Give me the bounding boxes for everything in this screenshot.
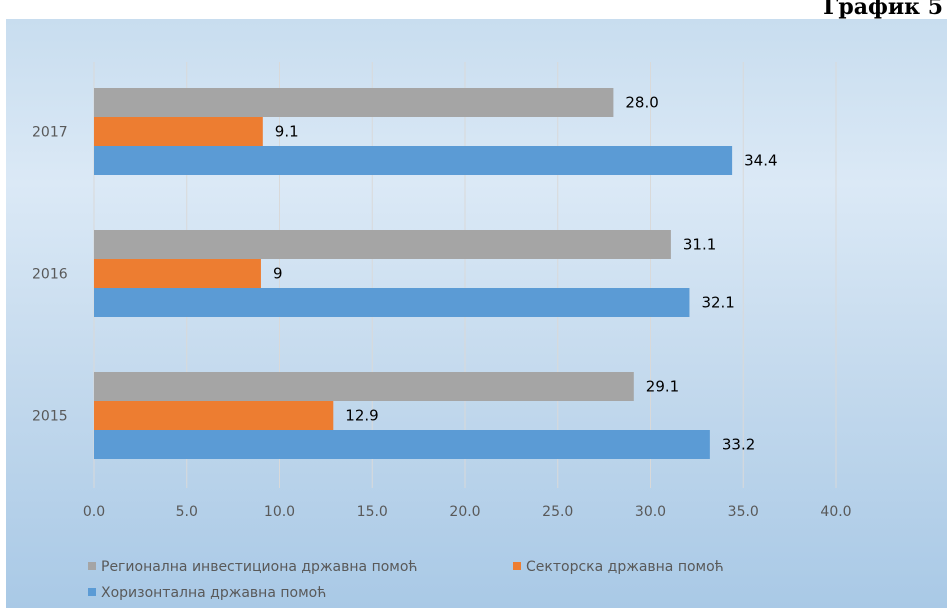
x-tick-label: 0.0 bbox=[83, 504, 105, 520]
legend-item-horizontal: Хоризонтална државна помоћ bbox=[88, 585, 326, 601]
bar-horizontal bbox=[94, 430, 710, 459]
data-label: 9.1 bbox=[275, 123, 299, 141]
x-tick-label: 5.0 bbox=[176, 504, 198, 520]
legend-label-horizontal: Хоризонтална државна помоћ bbox=[101, 585, 327, 601]
legend-label-sectoral: Секторска државна помоћ bbox=[526, 559, 724, 575]
x-tick-label: 10.0 bbox=[264, 504, 295, 520]
bar-regional bbox=[94, 88, 614, 117]
legend-label-regional: Регионална инвестициона државна помоћ bbox=[101, 559, 418, 575]
legend-item-regional: Регионална инвестициона државна помоћ bbox=[88, 559, 418, 575]
page-title: График 5 bbox=[823, 0, 943, 20]
x-tick-label: 35.0 bbox=[728, 504, 759, 520]
data-label: 9 bbox=[273, 265, 283, 283]
x-tick-label: 25.0 bbox=[542, 504, 573, 520]
x-tick-label: 40.0 bbox=[820, 504, 851, 520]
data-label: 29.1 bbox=[646, 378, 679, 396]
bar-regional bbox=[94, 372, 634, 401]
data-label: 12.9 bbox=[345, 407, 378, 425]
data-label: 33.2 bbox=[722, 436, 755, 454]
data-label: 28.0 bbox=[625, 94, 658, 112]
bar-regional bbox=[94, 230, 671, 259]
x-tick-label: 15.0 bbox=[357, 504, 388, 520]
bar-sectoral bbox=[94, 401, 334, 430]
bar-horizontal bbox=[94, 288, 690, 317]
data-label: 32.1 bbox=[701, 294, 734, 312]
data-label: 34.4 bbox=[744, 152, 777, 170]
bar-sectoral bbox=[94, 117, 263, 146]
bar-sectoral bbox=[94, 259, 261, 288]
y-category-label: 2017 bbox=[32, 125, 68, 141]
bar-horizontal bbox=[94, 146, 733, 175]
x-tick-label: 20.0 bbox=[449, 504, 480, 520]
chart-area: 0.0 5.0 10.0 15.0 20.0 25.0 30.0 35.0 40.0 2017 28… bbox=[6, 19, 947, 608]
data-label: 31.1 bbox=[683, 236, 716, 254]
bar-chart: 0.0 5.0 10.0 15.0 20.0 25.0 30.0 35.0 40.0 2017 28… bbox=[32, 62, 852, 520]
y-category-label: 2016 bbox=[32, 267, 68, 283]
legend-item-sectoral: Секторска државна помоћ bbox=[513, 559, 724, 575]
legend-swatch-sectoral bbox=[513, 562, 521, 570]
y-category-label: 2015 bbox=[32, 409, 68, 425]
legend-swatch-regional bbox=[88, 562, 96, 570]
x-tick-label: 30.0 bbox=[635, 504, 666, 520]
legend-swatch-horizontal bbox=[88, 588, 96, 596]
